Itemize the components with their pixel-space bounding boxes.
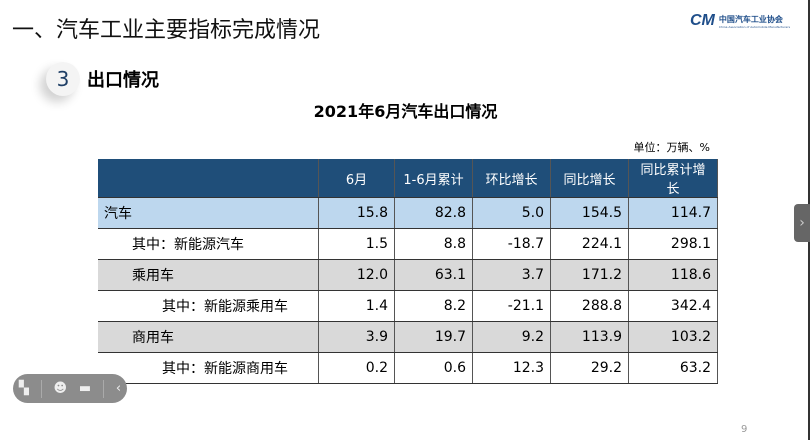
presentation-toolbar: ▚ ☻ ▬ ‹ <box>13 374 127 403</box>
row-label: 其中：新能源汽车 <box>98 228 319 260</box>
value-cell: 1.5 <box>318 228 395 260</box>
header-cell: 同比增长 <box>550 159 629 198</box>
table-row: 其中：新能源汽车 1.5 8.8 -18.7 224.1 298.1 <box>98 228 718 260</box>
value-cell: 9.2 <box>472 321 551 353</box>
value-cell: 63.1 <box>394 259 473 291</box>
value-cell: 8.2 <box>394 290 473 322</box>
divider <box>103 379 105 398</box>
section-number: 3 <box>46 62 80 96</box>
table-row: 汽车 15.8 82.8 5.0 154.5 114.7 <box>98 197 718 229</box>
header-cell: 环比增长 <box>472 159 551 198</box>
header-cell: 同比累计增长 <box>628 159 718 198</box>
header-cell <box>98 159 319 198</box>
comment-icon[interactable]: ▬ <box>78 381 92 396</box>
value-cell: 114.7 <box>628 197 718 229</box>
value-cell: 224.1 <box>550 228 629 260</box>
value-cell: 63.2 <box>628 352 718 384</box>
value-cell: 3.9 <box>318 321 395 353</box>
value-cell: 103.2 <box>628 321 718 353</box>
value-cell: 113.9 <box>550 321 629 353</box>
table-row: 乘用车 12.0 63.1 3.7 171.2 118.6 <box>98 259 718 291</box>
table-row: 其中：新能源商用车 0.2 0.6 12.3 29.2 63.2 <box>98 352 718 384</box>
table-row: 其中：新能源乘用车 1.4 8.2 -21.1 288.8 342.4 <box>98 290 718 322</box>
row-label: 其中：新能源商用车 <box>98 352 319 384</box>
value-cell: -18.7 <box>472 228 551 260</box>
logo-mark: CM <box>690 12 715 29</box>
apps-icon[interactable]: ▚ <box>18 381 29 396</box>
value-cell: 1.4 <box>318 290 395 322</box>
value-cell: 12.3 <box>472 352 551 384</box>
value-cell: 19.7 <box>394 321 473 353</box>
value-cell: 342.4 <box>628 290 718 322</box>
value-cell: 15.8 <box>318 197 395 229</box>
value-cell: -21.1 <box>472 290 551 322</box>
collapse-icon[interactable]: ‹ <box>115 381 122 396</box>
emoji-icon[interactable]: ☻ <box>53 381 68 396</box>
header-cell: 1-6月累计 <box>394 159 473 198</box>
row-label: 乘用车 <box>98 259 319 291</box>
export-table: 6月 1-6月累计 环比增长 同比增长 同比累计增长 汽车 15.8 82.8 5.0… <box>98 159 718 384</box>
value-cell: 171.2 <box>550 259 629 291</box>
section-title: 出口情况 <box>87 70 159 91</box>
unit-label: 单位：万辆、% <box>633 141 710 154</box>
row-label: 其中：新能源乘用车 <box>98 290 319 322</box>
logo-name-cn: 中国汽车工业协会 <box>718 14 783 24</box>
chevron-right-icon: › <box>799 215 805 231</box>
next-slide-button[interactable]: › <box>794 204 810 242</box>
logo-name-en: China Association of Automobile Manufact… <box>718 24 791 29</box>
page-number: 9 <box>741 424 748 435</box>
value-cell: 5.0 <box>472 197 551 229</box>
divider <box>40 379 42 398</box>
row-label: 商用车 <box>98 321 319 353</box>
value-cell: 82.8 <box>394 197 473 229</box>
table-title: 2021年6月汽车出口情况 <box>313 102 498 121</box>
value-cell: 0.6 <box>394 352 473 384</box>
logo: CM 中国汽车工业协会 China Association of Automob… <box>690 12 790 30</box>
value-cell: 298.1 <box>628 228 718 260</box>
value-cell: 154.5 <box>550 197 629 229</box>
row-label: 汽车 <box>98 197 319 229</box>
value-cell: 8.8 <box>394 228 473 260</box>
value-cell: 29.2 <box>550 352 629 384</box>
table-row: 商用车 3.9 19.7 9.2 113.9 103.2 <box>98 321 718 353</box>
value-cell: 3.7 <box>472 259 551 291</box>
value-cell: 118.6 <box>628 259 718 291</box>
slide-title: 一、汽车工业主要指标完成情况 <box>12 18 321 43</box>
value-cell: 0.2 <box>318 352 395 384</box>
header-cell: 6月 <box>318 159 395 198</box>
value-cell: 12.0 <box>318 259 395 291</box>
value-cell: 288.8 <box>550 290 629 322</box>
table-header: 6月 1-6月累计 环比增长 同比增长 同比累计增长 <box>98 159 718 198</box>
